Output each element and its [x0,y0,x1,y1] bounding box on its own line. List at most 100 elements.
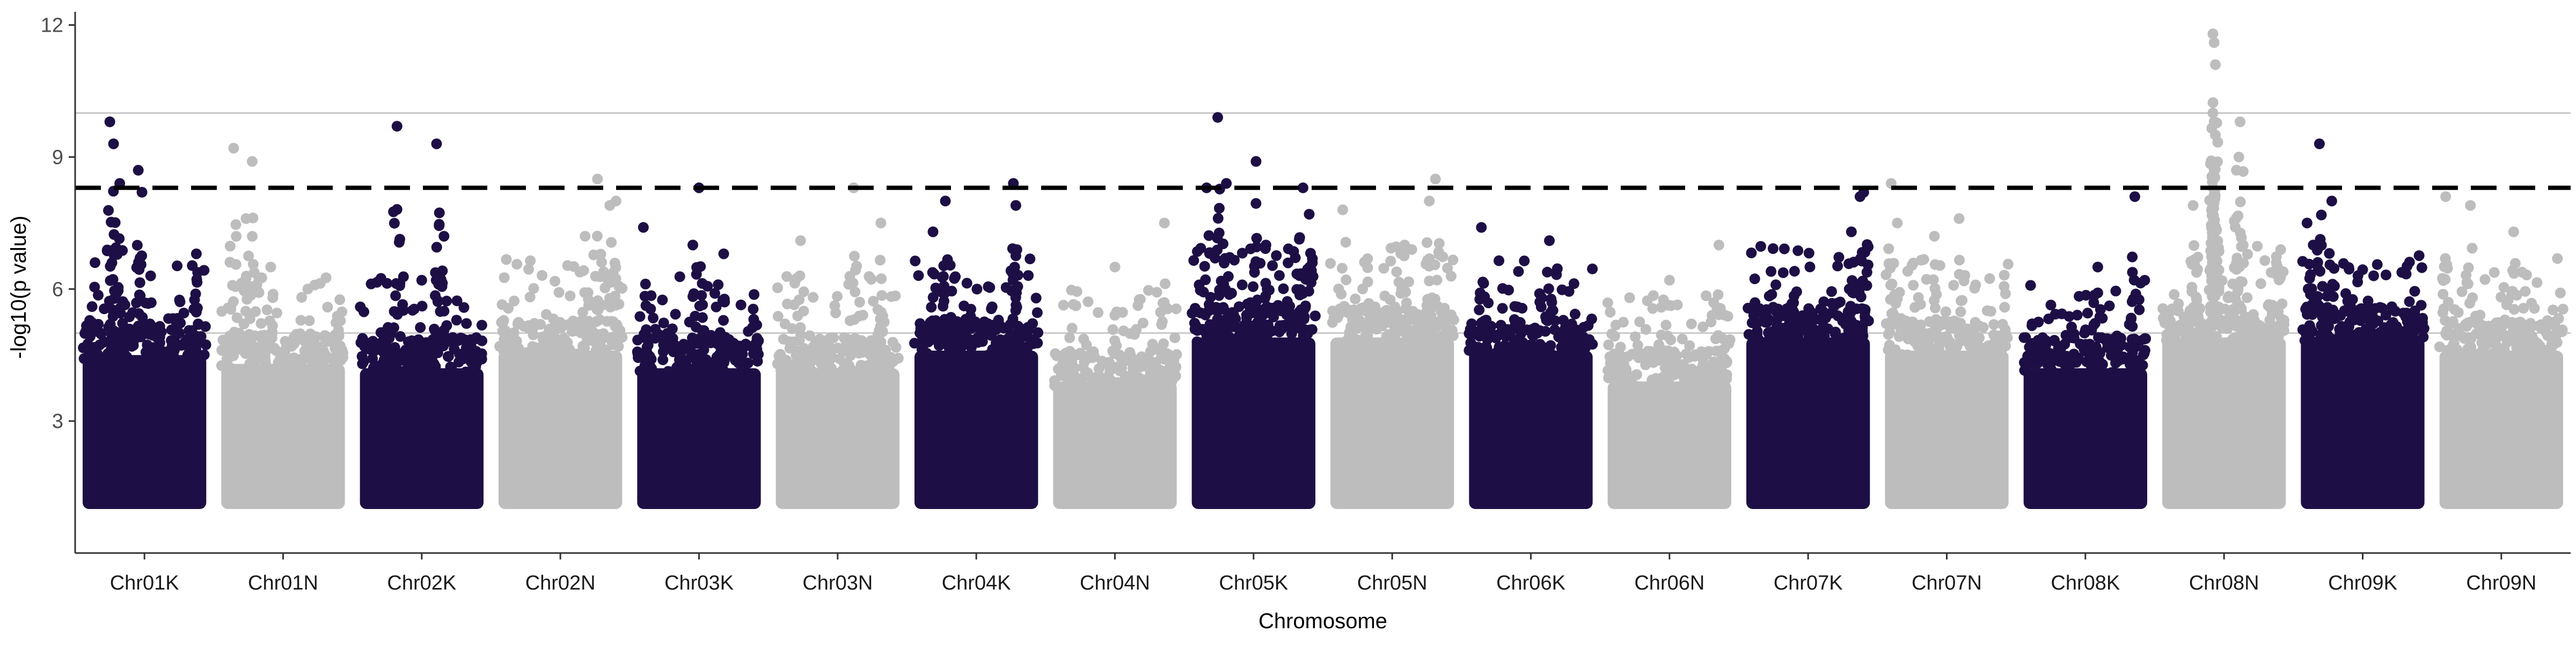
data-point [748,303,759,315]
data-point [1017,330,1028,341]
data-point [2344,307,2355,318]
data-point [2183,315,2194,326]
data-point [1300,300,1311,311]
data-point [892,353,904,364]
data-point [1967,328,1979,339]
data-point [1970,317,1981,328]
points-band [2301,337,2425,510]
data-point [145,297,157,308]
data-point [753,335,764,346]
data-point [1826,308,1837,319]
data-point [1772,314,1783,325]
data-point [1170,370,1181,382]
points-layer [78,28,2568,510]
points-band [2439,351,2563,510]
data-point [134,277,145,288]
data-point [663,366,674,377]
data-point [394,234,406,245]
data-point [910,256,921,267]
data-point [1340,237,1351,248]
data-point [2412,323,2423,334]
data-point [2272,261,2283,272]
data-point [113,282,124,293]
data-point [1477,277,1489,288]
data-point [2205,237,2216,249]
chromosome-group-chr07k [1743,187,1874,510]
data-point [1929,283,1941,294]
data-point [1563,341,1574,353]
data-point [394,278,406,289]
peak-point [1010,200,1021,211]
data-point [304,315,315,326]
data-point [431,242,442,253]
data-point [2037,332,2048,343]
data-point [1547,305,1558,316]
data-point [1642,346,1653,357]
data-point [2439,261,2450,272]
data-point [167,337,179,348]
x-tick-label: Chr04K [942,572,1011,594]
data-point [437,265,448,277]
chromosome-group-chr01n [216,143,349,510]
data-point [1143,375,1154,387]
data-point [1023,270,1034,281]
data-point [2130,341,2141,353]
data-point [2518,322,2529,333]
data-point [2516,335,2528,346]
data-point [1839,336,1850,347]
peak-point [2208,116,2220,127]
data-point [969,336,980,347]
data-point [1701,290,1712,301]
data-point [1143,285,1154,296]
data-point [267,288,279,300]
y-axis-title: -log10(p value) [7,216,31,359]
data-point [1224,252,1235,263]
data-point [1856,247,1868,258]
data-point [415,322,426,333]
data-point [867,353,879,364]
data-point [1691,374,1702,385]
data-point [2094,332,2105,344]
data-point [634,311,646,322]
data-point [82,344,93,355]
data-point [1421,300,1432,311]
data-point [1791,286,1802,297]
data-point [2398,307,2409,318]
data-point [1195,243,1206,254]
data-point [247,231,258,242]
data-point [1133,294,1145,306]
data-point [2508,304,2520,315]
data-point [913,270,924,281]
data-point [2231,252,2243,264]
data-point [1893,331,1905,342]
data-point [286,340,297,352]
data-point [2465,333,2477,344]
data-point [1684,340,1695,351]
peak-point [1766,266,1777,277]
data-point [163,348,174,360]
data-point [2478,336,2490,347]
chromosome-group-chr04k [909,178,1044,510]
data-point [388,322,399,333]
data-point [778,333,789,345]
data-point [1632,339,1643,351]
data-point [718,315,729,326]
data-point [1135,359,1146,370]
data-point [451,315,462,326]
data-point [847,278,859,289]
data-point [1569,308,1580,319]
data-point [2229,262,2240,273]
data-point [794,335,805,346]
y-tick-label: 6 [52,278,63,301]
data-point [143,347,155,358]
data-point [1678,359,1689,370]
data-point [1199,325,1210,337]
data-point [1888,258,1899,269]
data-point [99,303,110,315]
data-point [714,327,726,338]
data-point [987,344,998,355]
data-point [438,325,450,336]
data-point [230,219,241,230]
data-point [640,332,652,344]
data-point [961,278,972,289]
